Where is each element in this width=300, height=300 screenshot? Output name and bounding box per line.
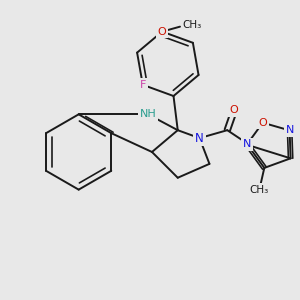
- Text: N: N: [243, 139, 251, 149]
- Text: O: O: [258, 118, 267, 128]
- Text: O: O: [158, 27, 167, 37]
- Text: CH₃: CH₃: [182, 20, 202, 30]
- Text: N: N: [195, 132, 204, 145]
- Text: F: F: [140, 80, 146, 90]
- Text: NH: NH: [140, 109, 156, 119]
- Text: CH₃: CH₃: [250, 185, 269, 195]
- Text: N: N: [285, 125, 294, 135]
- Text: O: O: [230, 105, 239, 116]
